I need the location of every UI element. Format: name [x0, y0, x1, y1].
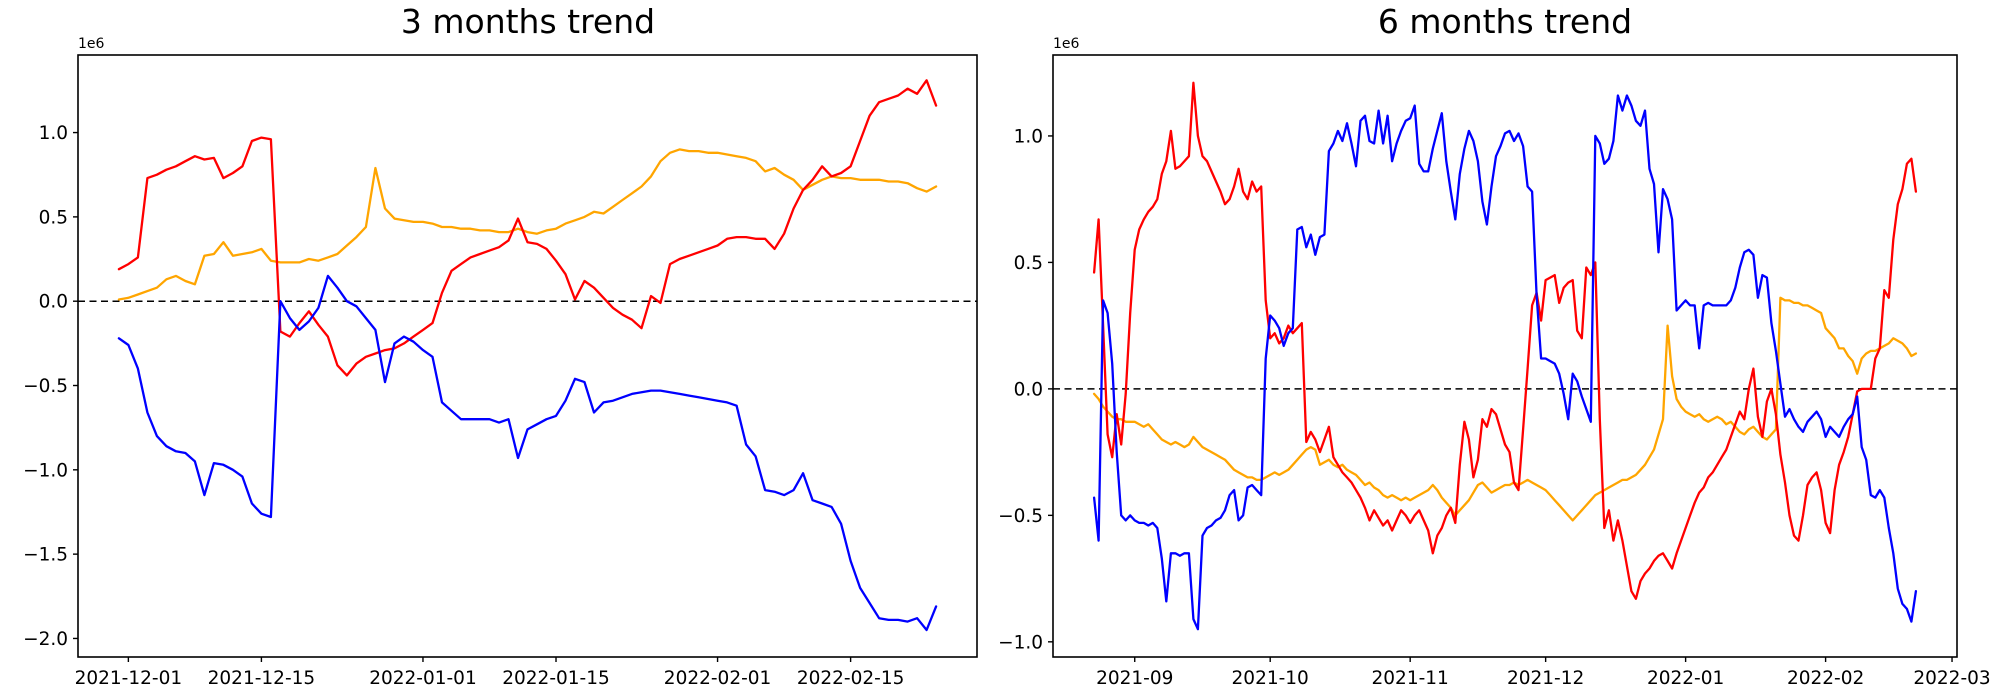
x-tick-label: 2022-02-01	[664, 668, 772, 689]
x-tick-label: 2021-12-01	[75, 668, 183, 689]
axes-frame	[1052, 54, 1958, 658]
chart-title-6-months: 6 months trend	[1377, 2, 1633, 41]
x-tick-label: 2022-01-01	[369, 668, 477, 689]
x-tick-label: 2022-02-15	[797, 668, 905, 689]
y-tick-label: −2.0	[23, 629, 68, 650]
y-tick-label: 1.0	[1014, 126, 1043, 147]
y-tick-label: −0.5	[23, 376, 68, 397]
y-axis-offset-label-right: 1e6	[1053, 36, 1080, 52]
y-tick-label: 0.0	[1014, 379, 1043, 400]
orange-series-line	[1092, 296, 1918, 522]
x-tick-label: 2022-02	[1787, 668, 1864, 689]
y-tick-label: −1.5	[23, 545, 68, 566]
red-series-line	[1092, 81, 1918, 600]
x-tick-label: 2021-09	[1096, 668, 1173, 689]
y-tick-label: −1.0	[998, 632, 1043, 653]
y-tick-label: 1.0	[39, 123, 68, 144]
blue-series-line	[117, 274, 938, 632]
orange-series-line	[117, 148, 938, 301]
blue-series-line	[1092, 94, 1918, 631]
y-tick-label: −1.0	[23, 460, 68, 481]
y-tick-label: −0.5	[998, 506, 1043, 527]
chart-1: 2021-09 2021-10 2021-11 2021-12 2022-01 2022-…	[998, 54, 1991, 689]
chart-0: 2021-12-01 2021-12-15 2022-01-01 2022-01-15…	[23, 54, 978, 689]
red-series-line	[117, 79, 938, 377]
axes-frame	[77, 54, 978, 658]
x-tick-label: 2022-01-15	[502, 668, 610, 689]
y-tick-label: 0.5	[1014, 253, 1043, 274]
x-tick-label: 2021-11	[1372, 668, 1449, 689]
chart-title-3-months: 3 months trend	[400, 2, 656, 41]
x-tick-label: 2022-03	[1913, 668, 1990, 689]
y-tick-label: 0.5	[39, 207, 68, 228]
x-tick-label: 2021-12-15	[208, 668, 316, 689]
x-tick-label: 2021-10	[1232, 668, 1309, 689]
y-axis-offset-label-left: 1e6	[78, 36, 105, 52]
x-tick-label: 2022-01	[1647, 668, 1724, 689]
x-tick-label: 2021-12	[1507, 668, 1584, 689]
y-tick-label: 0.0	[39, 292, 68, 313]
